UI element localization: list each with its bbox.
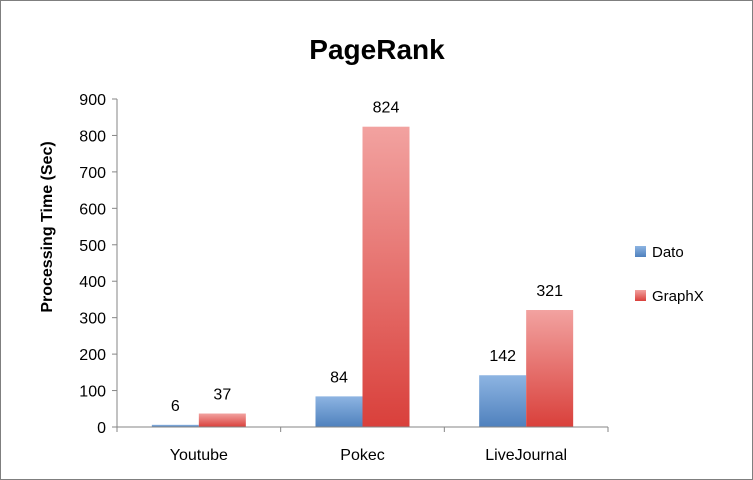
data-label: 824	[373, 100, 400, 117]
legend-label-dato: Dato	[652, 244, 684, 261]
chart-title: PageRank	[309, 34, 445, 65]
x-tick-label: LiveJournal	[485, 447, 567, 464]
y-tick-label: 800	[79, 128, 106, 145]
bar-graphx	[198, 413, 246, 427]
legend-swatch-dato	[635, 246, 646, 257]
x-tick-label: Pokec	[340, 447, 384, 464]
legend-swatch-graphx	[635, 290, 646, 301]
data-label: 6	[171, 398, 180, 415]
legend: Dato GraphX	[635, 244, 704, 305]
y-tick-label: 400	[79, 274, 106, 291]
y-tick-label: 100	[79, 384, 106, 401]
legend-label-graphx: GraphX	[652, 288, 704, 305]
y-tick-label: 300	[79, 311, 106, 328]
y-tick-label: 700	[79, 165, 106, 182]
bar-dato	[479, 375, 527, 427]
x-axis: Youtube Pokec LiveJournal	[116, 426, 609, 464]
bar-dato	[315, 396, 363, 427]
y-tick-label: 500	[79, 238, 106, 255]
data-label: 142	[489, 348, 516, 365]
y-axis: 0 100 200 300 400 500 600 700 800 900	[79, 92, 118, 437]
bar-dato	[151, 424, 199, 427]
data-label: 84	[330, 369, 348, 386]
y-tick-label: 900	[79, 92, 106, 109]
bars: 6 37 84 824 142 321	[151, 100, 574, 427]
bar-graphx	[526, 310, 574, 427]
x-tick-label: Youtube	[170, 447, 228, 464]
y-tick-label: 600	[79, 201, 106, 218]
bar-graphx	[362, 126, 410, 427]
data-label: 321	[536, 283, 563, 300]
y-tick-label: 0	[97, 420, 106, 437]
y-axis-label: Processing Time (Sec)	[39, 141, 56, 312]
y-tick-label: 200	[79, 347, 106, 364]
data-label: 37	[213, 387, 231, 404]
